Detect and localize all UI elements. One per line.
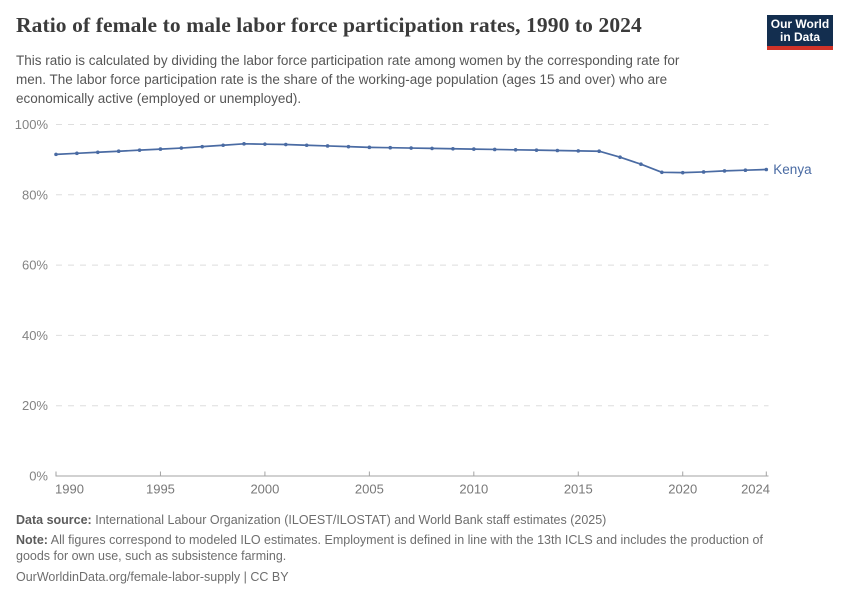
data-point-kenya-1993[interactable] [116, 149, 121, 154]
data-point-kenya-2006[interactable] [388, 145, 393, 150]
data-point-kenya-2017[interactable] [618, 155, 622, 159]
owid-logo-line2: in Data [779, 30, 820, 44]
subtitle-line: men. The labor force participation rate … [16, 72, 668, 87]
data-point-kenya-1997[interactable] [200, 144, 205, 149]
data-point-kenya-2005[interactable] [367, 145, 372, 150]
data-point-kenya-2016[interactable] [597, 149, 601, 154]
y-axis-label-20: 20% [22, 398, 48, 413]
data-point-kenya-2010[interactable] [472, 147, 476, 151]
data-point-kenya-2001[interactable] [284, 142, 288, 147]
data-point-kenya-1994[interactable] [137, 148, 142, 152]
chart-subtitle: This ratio is calculated by dividing the… [16, 51, 786, 108]
data-point-kenya-1998[interactable] [221, 143, 225, 148]
data-source-row: Data source: International Labour Organi… [16, 512, 816, 529]
subtitle-line: This ratio is calculated by dividing the… [16, 53, 680, 68]
owid-logo[interactable]: Our World in Data [767, 15, 833, 50]
data-point-kenya-2008[interactable] [430, 146, 434, 151]
owid-logo-line1: Our World [770, 17, 830, 31]
x-axis-label-1990: 1990 [55, 482, 84, 497]
x-axis-label-2000: 2000 [250, 482, 279, 497]
data-point-kenya-1991[interactable] [75, 151, 79, 156]
data-point-kenya-2015[interactable] [576, 149, 581, 153]
data-point-kenya-1992[interactable] [95, 150, 100, 155]
chart-footer: Data source: International Labour Organi… [16, 512, 816, 587]
data-point-kenya-1996[interactable] [179, 146, 184, 150]
data-source-text: International Labour Organization (ILOES… [95, 513, 607, 527]
data-point-kenya-2023[interactable] [743, 168, 748, 172]
note-row: Note: All figures correspond to modeled … [16, 532, 816, 565]
citation-row: OurWorldinData.org/female-labor-supply |… [16, 569, 816, 586]
citation-separator: | [243, 569, 247, 584]
note-text-line1: All figures correspond to modeled ILO es… [50, 532, 763, 547]
x-axis-label-2024: 2024 [741, 482, 770, 497]
note-label: Note: [16, 532, 48, 547]
data-point-kenya-2024[interactable] [764, 167, 769, 172]
y-axis-label-80: 80% [22, 187, 48, 202]
data-point-kenya-2000[interactable] [263, 142, 267, 146]
x-axis-label-2005: 2005 [355, 482, 384, 497]
y-axis-label-100: 100% [15, 117, 49, 132]
data-source-label: Data source: [16, 513, 92, 527]
data-point-kenya-2009[interactable] [451, 146, 455, 151]
data-point-kenya-2018[interactable] [639, 162, 643, 167]
data-point-kenya-2003[interactable] [325, 144, 330, 148]
y-axis-label-0: 0% [29, 469, 48, 484]
data-point-kenya-2002[interactable] [304, 143, 309, 148]
x-axis-label-2020: 2020 [668, 482, 697, 497]
data-point-kenya-1999[interactable] [242, 142, 246, 146]
data-point-kenya-2012[interactable] [513, 148, 518, 152]
data-point-kenya-2014[interactable] [555, 148, 560, 153]
y-axis-label-40: 40% [22, 328, 48, 343]
subtitle-line: economically active (employed or unemplo… [16, 91, 302, 106]
data-point-kenya-2019[interactable] [660, 170, 664, 175]
data-point-kenya-2021[interactable] [701, 170, 706, 174]
data-point-kenya-2022[interactable] [722, 169, 727, 173]
data-point-kenya-2020[interactable] [680, 170, 685, 175]
data-point-kenya-1990[interactable] [54, 152, 58, 157]
data-point-kenya-2007[interactable] [409, 146, 413, 150]
data-point-kenya-2004[interactable] [346, 144, 351, 149]
x-axis-label-2010: 2010 [459, 482, 488, 497]
chart-title: Ratio of female to male labor force part… [16, 13, 642, 37]
data-point-kenya-1995[interactable] [158, 147, 163, 151]
data-point-kenya-2013[interactable] [534, 148, 539, 152]
x-axis-label-2015: 2015 [564, 482, 593, 497]
license-label: CC BY [250, 569, 289, 584]
y-axis-label-60: 60% [22, 258, 48, 273]
x-axis-label-1995: 1995 [146, 482, 175, 497]
canonical-url-link[interactable]: OurWorldinData.org/female-labor-supply [16, 569, 241, 584]
data-point-kenya-2011[interactable] [492, 147, 497, 152]
note-text-line2: goods for own use, such as subsistence f… [16, 549, 287, 563]
series-end-label-kenya[interactable]: Kenya [773, 162, 812, 177]
